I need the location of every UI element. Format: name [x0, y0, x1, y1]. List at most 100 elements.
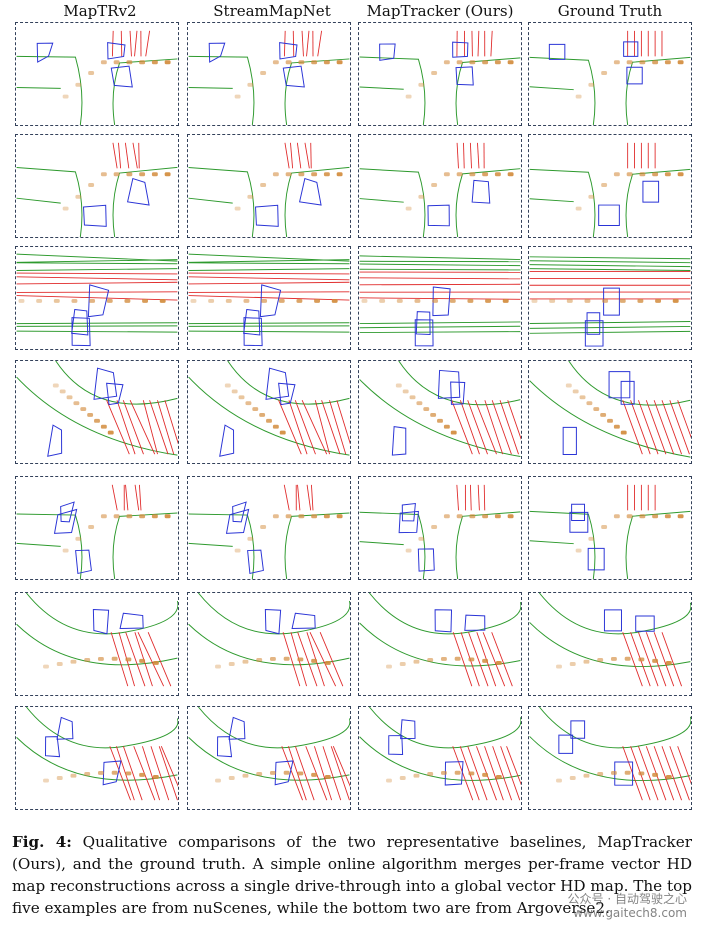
boundary-line: [188, 259, 350, 263]
vehicle-marker: [298, 60, 305, 65]
vehicle-marker: [602, 298, 609, 303]
vehicle-marker: [100, 60, 107, 65]
crossing-polygon: [75, 549, 92, 575]
vehicle-marker: [125, 657, 132, 662]
divider-line: [467, 746, 488, 801]
crossing-polygon: [93, 367, 118, 400]
vehicle-marker: [247, 82, 254, 87]
vehicle-marker: [405, 206, 412, 211]
divider-line: [321, 400, 341, 455]
map-panel-row3-maptracker: [358, 246, 522, 350]
vehicle-marker: [396, 298, 403, 303]
divider-line: [484, 746, 504, 801]
crossing-polygon: [44, 736, 61, 758]
divider-line: [112, 142, 118, 169]
vehicle-marker: [113, 172, 120, 177]
divider-line: [138, 484, 142, 511]
vehicle-marker: [208, 298, 215, 303]
vehicle-marker: [469, 60, 476, 65]
divider-line: [314, 400, 330, 455]
vehicle-marker: [583, 773, 590, 778]
crossing-polygon: [608, 371, 631, 399]
divider-line: [306, 484, 312, 511]
vehicle-marker: [323, 514, 330, 519]
divider-line: [322, 746, 342, 801]
crossing-polygon: [455, 66, 474, 86]
vehicle-marker: [215, 664, 221, 669]
vehicle-marker: [405, 94, 412, 99]
divider-line: [158, 746, 178, 801]
vehicle-marker: [215, 778, 221, 783]
vehicle-marker: [311, 772, 318, 777]
boundary-line: [568, 361, 691, 406]
divider-line: [500, 746, 521, 801]
map-panel-row1-ground-truth: [528, 22, 692, 126]
divider-line: [329, 400, 347, 455]
vehicle-marker: [285, 60, 292, 65]
divider-line: [677, 746, 691, 785]
vehicle-marker: [266, 418, 272, 423]
vehicle-marker: [485, 298, 491, 303]
boundary-line: [55, 361, 178, 405]
divider-line: [336, 400, 350, 445]
vehicle-marker: [314, 298, 320, 303]
map-panel-row1-maptrv2: [15, 22, 179, 126]
map-panel-row6-ground-truth: [528, 592, 692, 696]
divider-line: [301, 30, 304, 57]
vehicle-marker: [601, 183, 608, 187]
vehicle-marker: [613, 60, 620, 65]
vehicle-marker: [652, 60, 659, 65]
vehicle-marker: [626, 60, 633, 65]
vehicle-marker: [228, 776, 235, 780]
vehicle-marker: [531, 298, 538, 303]
divider-line: [506, 746, 521, 786]
vehicle-marker: [75, 536, 82, 541]
divider-line: [282, 632, 301, 687]
crossing-polygon: [106, 382, 124, 406]
boundary-line: [529, 540, 574, 545]
vehicle-marker: [456, 514, 463, 519]
vehicle-marker: [152, 775, 159, 779]
boundary-line: [198, 707, 350, 749]
vehicle-marker: [100, 514, 107, 519]
divider-line: [456, 142, 459, 169]
divider-line: [164, 400, 178, 445]
boundary-line: [112, 512, 178, 579]
vehicle-marker: [256, 771, 263, 776]
map-panel-row1-streammapnet: [187, 22, 351, 126]
boundary-line: [359, 541, 404, 546]
divider-line: [110, 632, 129, 687]
vehicle-marker: [361, 298, 368, 303]
vehicle-marker: [569, 662, 576, 666]
vehicle-marker: [272, 514, 279, 519]
vehicle-marker: [575, 94, 582, 99]
vehicle-marker: [456, 172, 463, 177]
boundary-line: [455, 511, 521, 579]
vehicle-marker: [126, 514, 133, 519]
crossing-polygon: [127, 177, 150, 206]
vehicle-marker: [638, 771, 645, 776]
boundary-line: [529, 380, 691, 458]
divider-line: [653, 746, 675, 801]
divider-line: [142, 400, 158, 455]
vehicle-marker: [323, 172, 330, 177]
divider-line: [16, 295, 178, 301]
vehicle-marker: [431, 525, 438, 529]
divider-line: [477, 484, 480, 511]
crossing-polygon: [598, 204, 620, 226]
vehicle-marker: [70, 773, 77, 778]
divider-line: [125, 632, 146, 687]
crossing-polygon: [71, 317, 91, 347]
vehicle-marker: [593, 407, 600, 412]
divider-line: [332, 746, 350, 787]
vehicle-marker: [507, 60, 514, 65]
vehicle-marker: [413, 659, 420, 664]
crossing-polygon: [415, 311, 431, 336]
divider-line: [452, 632, 473, 687]
vehicle-marker: [639, 514, 646, 519]
vehicle-marker: [427, 657, 434, 662]
crossing-polygon: [60, 501, 75, 523]
crossing-polygon: [571, 503, 586, 521]
crossing-polygon: [279, 42, 298, 60]
divider-line: [111, 484, 118, 511]
